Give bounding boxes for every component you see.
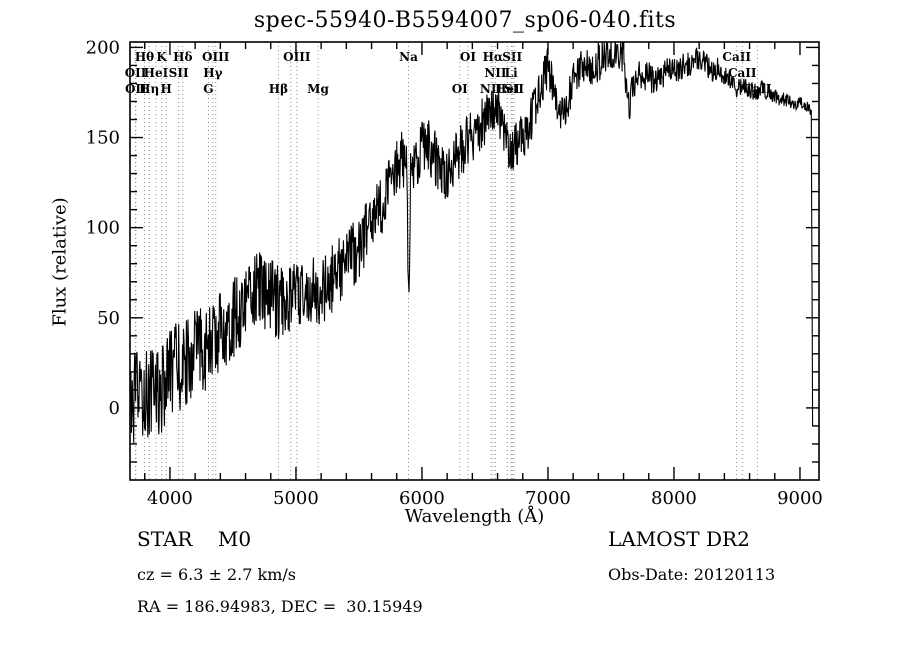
axis-tick-labels: 4000 5000 6000 7000 8000 9000 0 50 100 150 200 bbox=[86, 37, 823, 509]
spectral-line-label: K bbox=[156, 50, 167, 64]
spectral-line-label: Hβ bbox=[269, 82, 288, 96]
spectral-line-label: OI bbox=[452, 82, 468, 96]
spectral-line-label: Hδ bbox=[173, 50, 192, 64]
spectral-line-label: CaII bbox=[728, 66, 757, 80]
survey-label: LAMOST DR2 bbox=[608, 527, 750, 551]
svg-text:50: 50 bbox=[97, 308, 120, 329]
y-axis-label: Flux (relative) bbox=[49, 197, 71, 327]
svg-text:200: 200 bbox=[86, 37, 120, 58]
spectral-line-label: NII bbox=[480, 82, 503, 96]
spectral-line-label: SII bbox=[502, 50, 522, 64]
spectral-line-label: Mg bbox=[307, 82, 329, 96]
object-class-label: STAR M0 bbox=[137, 527, 252, 551]
svg-text:4000: 4000 bbox=[147, 488, 193, 509]
spectral-line-label: Li bbox=[505, 66, 518, 80]
svg-text:0: 0 bbox=[109, 398, 120, 419]
spectrum-trace bbox=[130, 42, 814, 444]
svg-text:100: 100 bbox=[86, 218, 120, 239]
obs-date-label: Obs-Date: 20120113 bbox=[608, 565, 776, 584]
spectral-line-label: Hα bbox=[483, 50, 504, 64]
spectral-line-label: SII bbox=[504, 82, 524, 96]
spectral-line-label: OIII bbox=[202, 50, 230, 64]
svg-text:6000: 6000 bbox=[399, 488, 445, 509]
spectral-line-label: Hη bbox=[139, 82, 159, 96]
redshift-velocity-label: cz = 6.3 ± 2.7 km/s bbox=[137, 565, 296, 584]
svg-text:9000: 9000 bbox=[777, 488, 823, 509]
spectral-line-label: HeI bbox=[144, 66, 169, 80]
spectral-line-label: SII bbox=[169, 66, 189, 80]
svg-text:7000: 7000 bbox=[525, 488, 571, 509]
spectral-line-label: CaII bbox=[722, 50, 751, 64]
svg-text:8000: 8000 bbox=[651, 488, 697, 509]
spectral-line-label: NII bbox=[484, 66, 507, 80]
spectral-line-label: Hθ bbox=[135, 50, 154, 64]
plot-title: spec-55940-B5594007_sp06-040.fits bbox=[253, 8, 677, 33]
spectral-line-label: HeI bbox=[495, 82, 520, 96]
spectral-line-label: Hγ bbox=[203, 66, 222, 80]
x-axis-label: Wavelength (Å) bbox=[404, 506, 545, 527]
svg-text:5000: 5000 bbox=[273, 488, 319, 509]
axis-ticks bbox=[130, 42, 819, 480]
svg-text:150: 150 bbox=[86, 128, 120, 149]
spectral-line-label: Na bbox=[399, 50, 418, 64]
plot-frame bbox=[129, 41, 820, 481]
spectral-line-label: OIII bbox=[283, 50, 311, 64]
coordinates-label: RA = 186.94983, DEC = 30.15949 bbox=[137, 597, 423, 616]
spectral-line-label: OI bbox=[460, 50, 476, 64]
spectral-line-label: G bbox=[203, 82, 213, 96]
spectral-line-label: H bbox=[160, 82, 171, 96]
